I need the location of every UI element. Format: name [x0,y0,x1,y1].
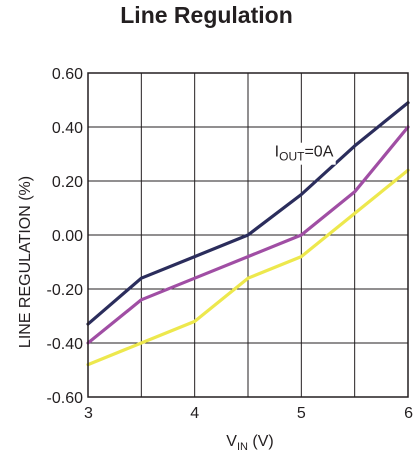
series-line-3 [86,168,410,367]
annotation-main: I [275,144,279,161]
plot-frame [87,72,409,398]
x-axis-label-unit: (V) [248,433,274,450]
series-lines [86,101,410,367]
x-tick-label: 3 [84,405,93,422]
y-tick-label: 0.20 [52,174,83,191]
y-tick-label: -0.20 [47,282,84,299]
x-tick-labels: 3 4 5 6 [84,405,413,422]
x-axis-label-sub: IN [237,441,248,453]
annotation-iout: IOUT=0A [275,144,334,164]
y-tick-label: 0.60 [52,66,83,83]
annotation-group: IOUT=0A [272,142,336,165]
y-tick-label: 0.40 [52,120,83,137]
y-axis-label: LINE REGULATION (%) [17,176,34,348]
x-axis-label-main: V [226,433,237,450]
x-tick-label: 6 [404,405,413,422]
x-tick-label: 5 [297,405,306,422]
annotation-sub: OUT [279,150,305,164]
x-tick-label: 4 [190,405,199,422]
y-tick-labels: 0.60 0.40 0.20 0.00 -0.20 -0.40 -0.60 [47,66,84,407]
y-tick-label: -0.40 [47,336,84,353]
annotation-background [272,142,336,165]
series-line-1 [86,101,410,326]
y-tick-label: -0.60 [47,390,84,407]
chart-title: Line Regulation [120,2,293,28]
x-axis-label: VIN (V) [226,433,273,453]
annotation-rest: =0A [304,144,333,161]
series-line-2 [86,125,410,345]
y-tick-label: 0.00 [52,228,83,245]
